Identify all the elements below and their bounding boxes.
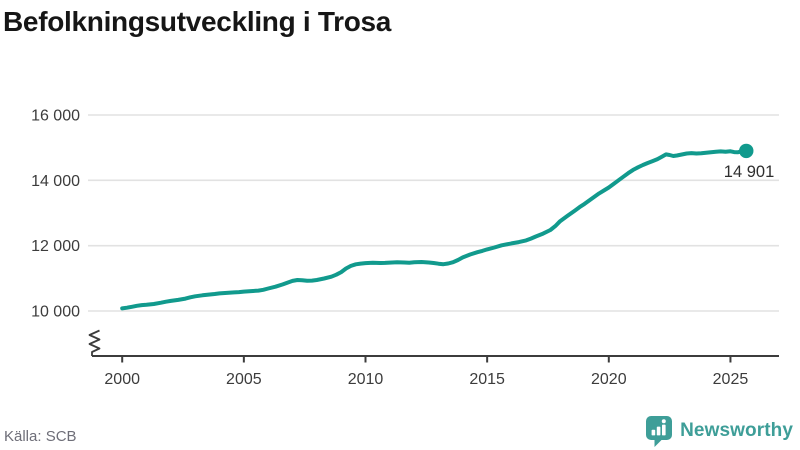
chart-title: Befolkningsutveckling i Trosa <box>3 6 392 37</box>
y-axis-break-icon <box>88 329 101 356</box>
end-point-dot <box>739 143 754 159</box>
y-tick-label: 10 000 <box>31 304 80 321</box>
y-tick-label: 16 000 <box>31 108 80 125</box>
end-value-label: 14 901 <box>724 163 774 181</box>
x-tick-label: 2015 <box>469 371 505 388</box>
x-tick-label: 2005 <box>226 371 262 388</box>
x-tick-label: 2000 <box>104 371 140 388</box>
y-tick-label: 14 000 <box>31 173 80 190</box>
y-tick-label: 12 000 <box>31 238 80 255</box>
newsworthy-logo[interactable]: Newsworthy <box>646 414 793 448</box>
population-line <box>120 148 749 311</box>
newsworthy-logo-text: Newsworthy <box>680 420 793 441</box>
x-tick-label: 2010 <box>348 371 384 388</box>
x-tick-label: 2020 <box>591 371 627 388</box>
source-caption: Källa: SCB <box>4 428 77 445</box>
bar-chart-marker-icon <box>646 415 673 447</box>
x-tick-label: 2025 <box>713 371 749 388</box>
